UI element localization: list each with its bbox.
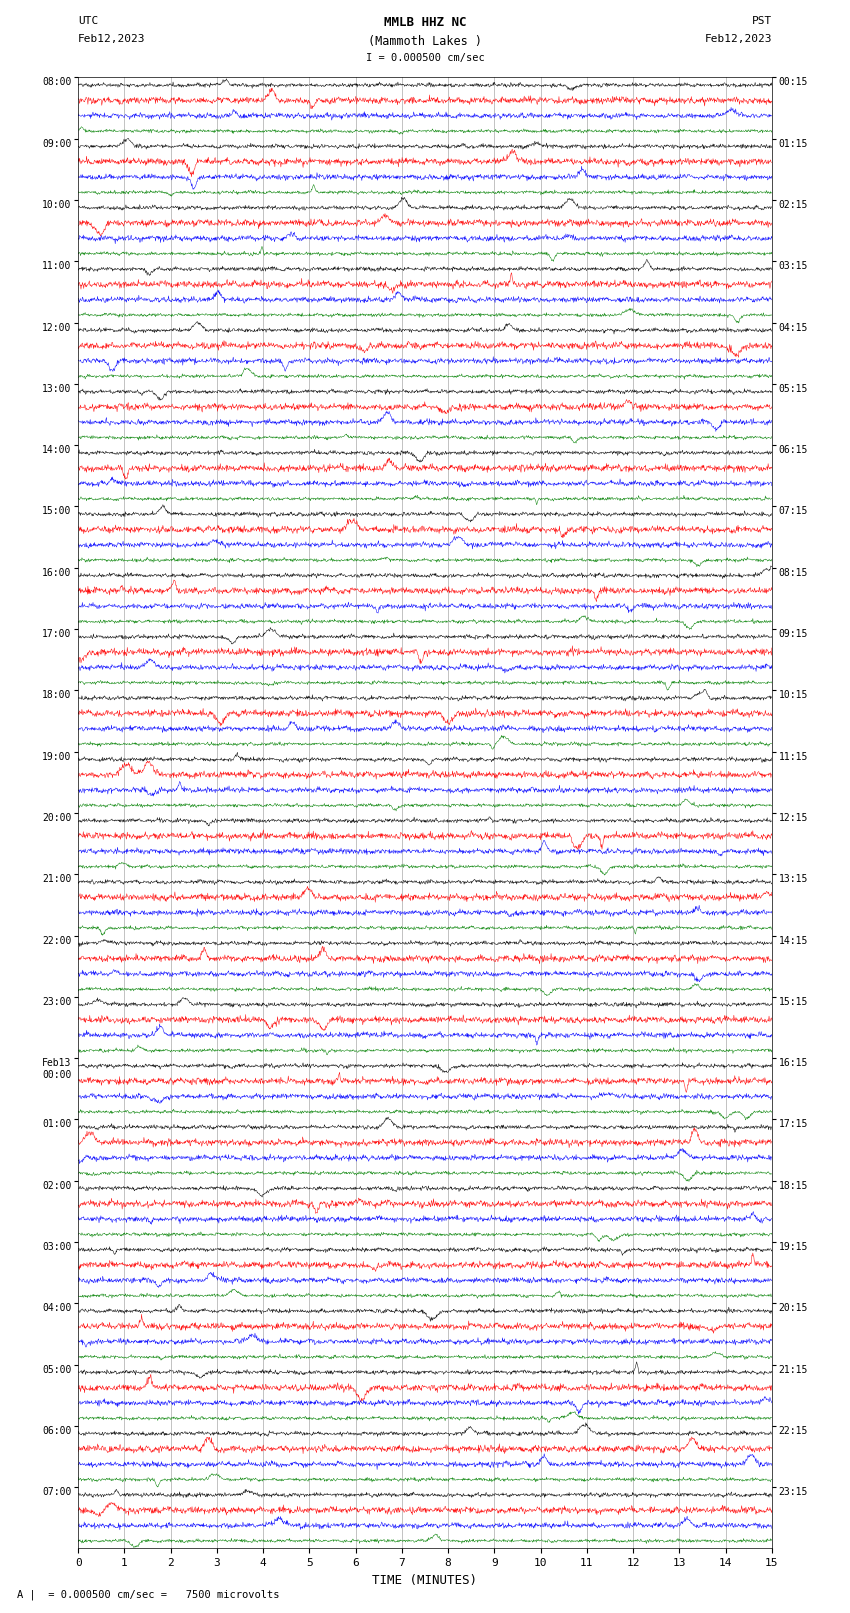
Text: Feb12,2023: Feb12,2023	[78, 34, 145, 44]
Text: (Mammoth Lakes ): (Mammoth Lakes )	[368, 35, 482, 48]
Text: A |  = 0.000500 cm/sec =   7500 microvolts: A | = 0.000500 cm/sec = 7500 microvolts	[17, 1589, 280, 1600]
Text: I = 0.000500 cm/sec: I = 0.000500 cm/sec	[366, 53, 484, 63]
Text: Feb12,2023: Feb12,2023	[705, 34, 772, 44]
Text: UTC: UTC	[78, 16, 99, 26]
X-axis label: TIME (MINUTES): TIME (MINUTES)	[372, 1574, 478, 1587]
Text: PST: PST	[751, 16, 772, 26]
Text: MMLB HHZ NC: MMLB HHZ NC	[383, 16, 467, 29]
